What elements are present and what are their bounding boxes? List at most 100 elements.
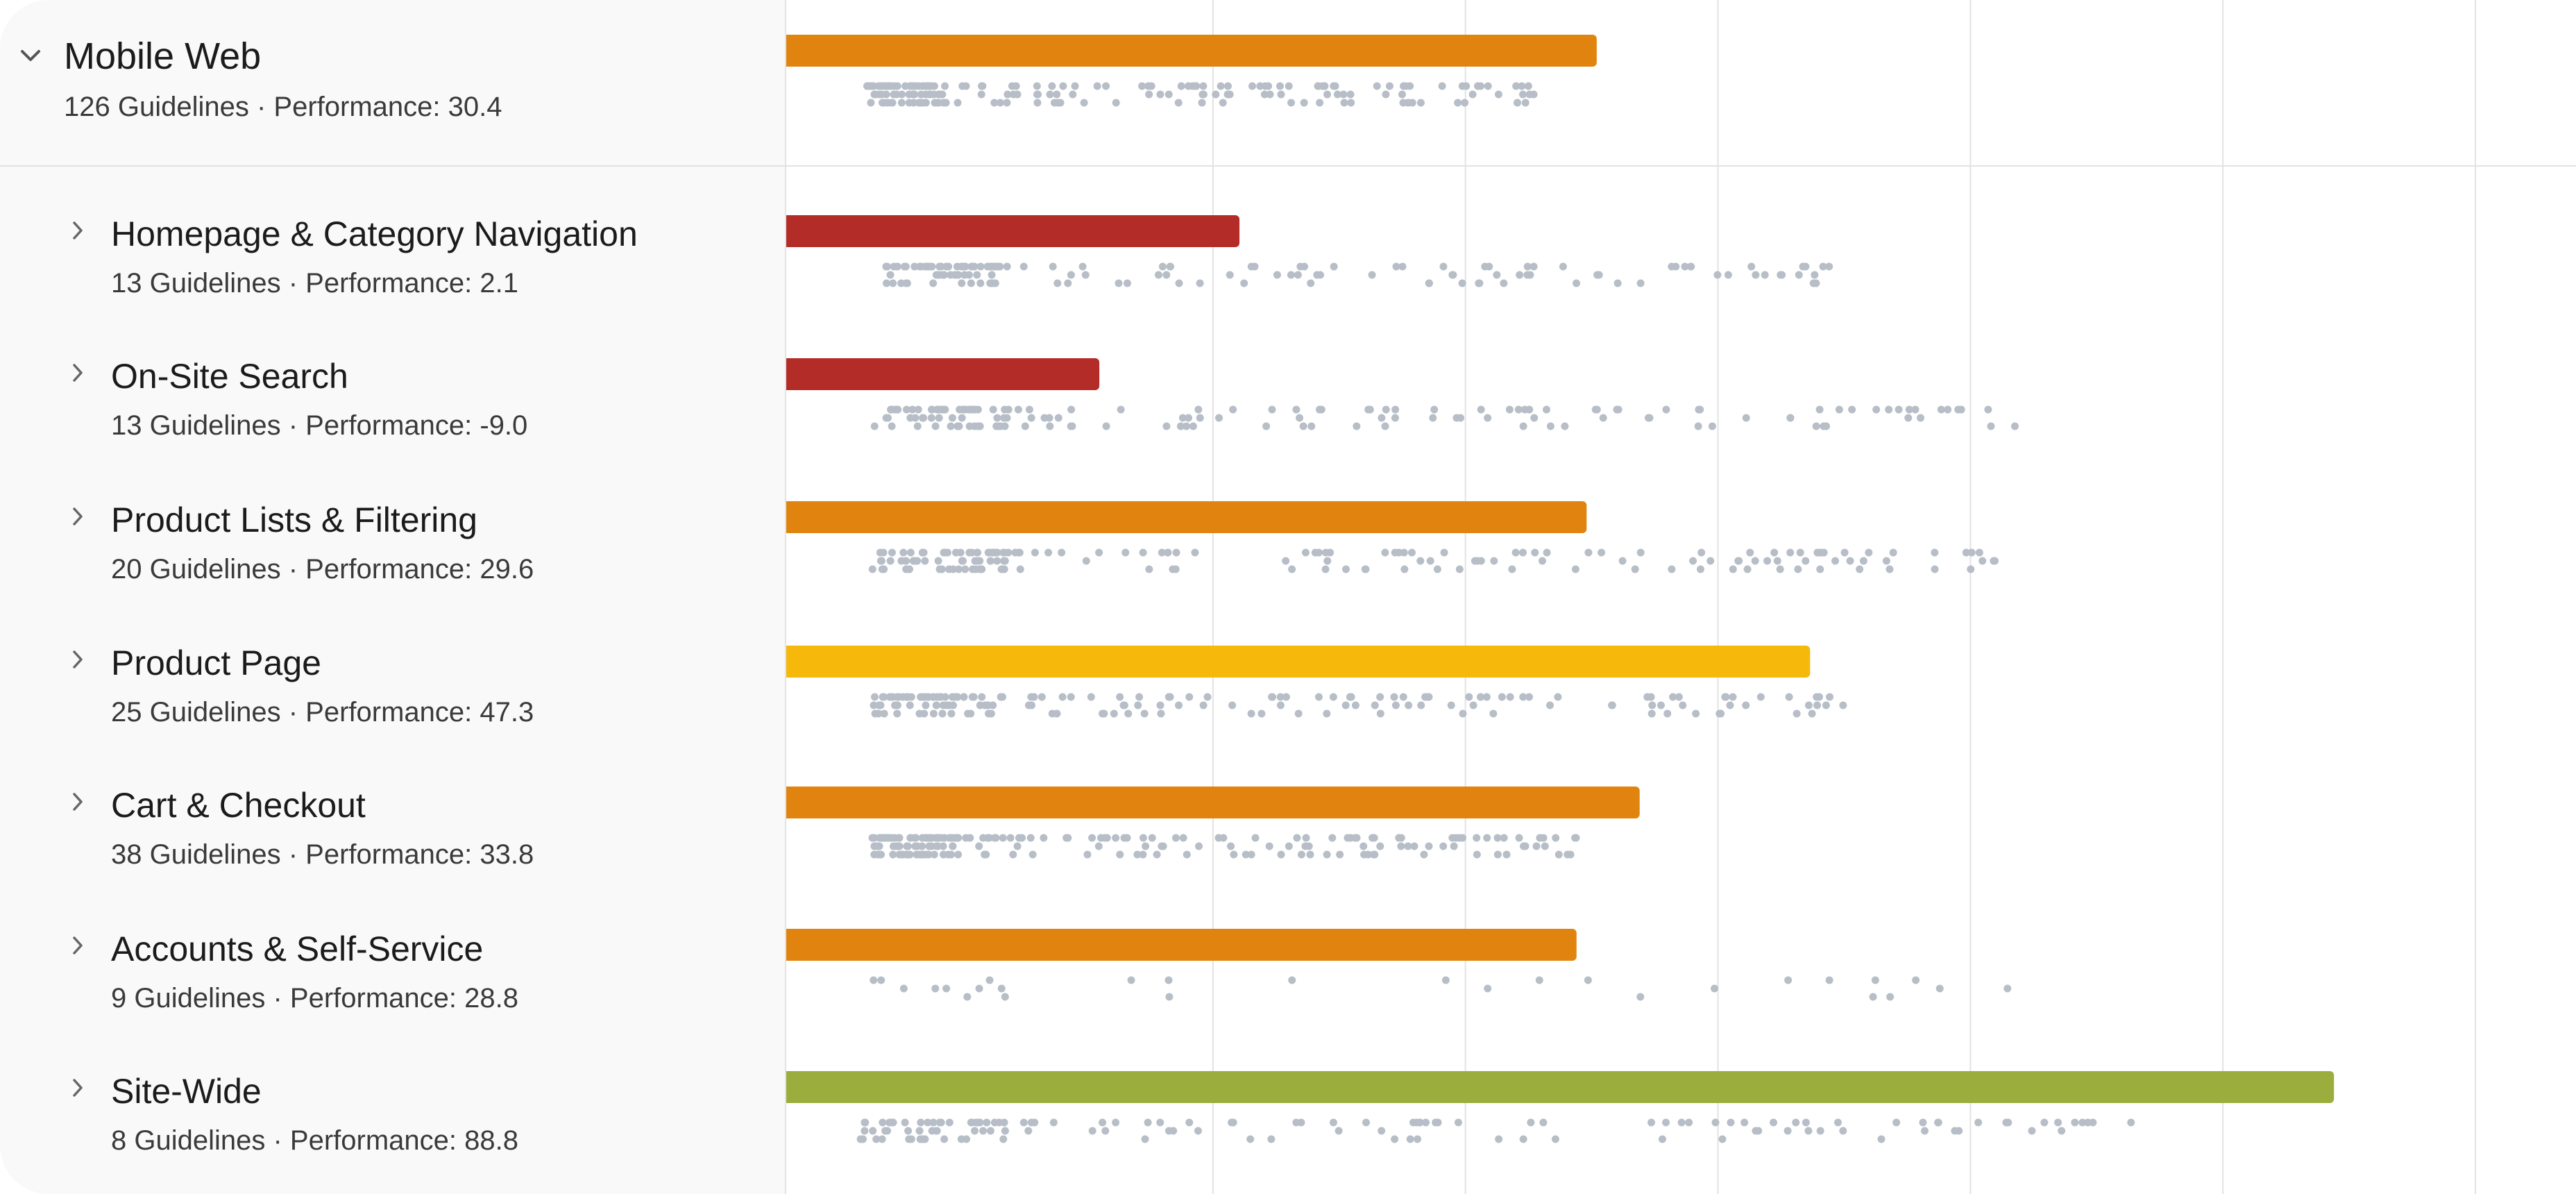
guideline-dot: [1264, 82, 1273, 90]
guideline-dot: [1251, 834, 1260, 842]
guideline-dot: [897, 99, 906, 107]
guideline-dot: [877, 850, 886, 859]
guideline-dot: [921, 1135, 929, 1143]
guideline-dot: [928, 834, 936, 842]
guideline-dot: [1793, 709, 1801, 718]
guideline-dot: [1465, 693, 1473, 701]
performance-bar[interactable]: [786, 501, 1587, 533]
guideline-dot: [1584, 548, 1593, 557]
performance-bar[interactable]: [786, 646, 1811, 678]
chevron-down-icon[interactable]: [15, 40, 46, 71]
guideline-dot: [1027, 414, 1035, 422]
guideline-dot: [1282, 557, 1290, 565]
chevron-right-icon[interactable]: [64, 932, 92, 959]
guideline-dot: [1067, 271, 1075, 279]
guideline-dot: [1399, 99, 1407, 107]
category-row-product-lists[interactable]: Product Lists & Filtering 20 Guidelines …: [0, 480, 785, 605]
guideline-dot: [906, 548, 915, 557]
guideline-dot: [1037, 693, 1046, 701]
guideline-dot: [1266, 90, 1274, 99]
chevron-right-icon[interactable]: [64, 503, 92, 530]
guideline-dot: [880, 709, 888, 718]
guideline-dot: [1133, 850, 1142, 859]
guideline-dot: [1167, 262, 1175, 271]
guideline-dot: [1405, 701, 1413, 709]
chevron-right-icon[interactable]: [64, 1074, 92, 1102]
group-row-mobile-web[interactable]: Mobile Web 126 Guidelines · Performance:…: [0, 0, 785, 165]
guideline-dot: [1426, 557, 1434, 565]
chevron-right-icon[interactable]: [64, 788, 92, 816]
category-title[interactable]: Homepage & Category Navigation: [111, 215, 638, 253]
guideline-dot: [1330, 262, 1338, 271]
guideline-dot: [1018, 834, 1026, 842]
guideline-dot: [1135, 693, 1144, 701]
guideline-dot: [883, 262, 891, 271]
guideline-dot: [1226, 90, 1234, 99]
guideline-dot: [985, 976, 994, 984]
chevron-right-icon[interactable]: [64, 359, 92, 387]
guideline-dot: [1811, 271, 1819, 279]
performance-bar[interactable]: [786, 215, 1240, 247]
guideline-dot: [1816, 565, 1824, 573]
guideline-dot: [1064, 279, 1072, 287]
guideline-dot: [1199, 701, 1208, 709]
chevron-right-icon[interactable]: [64, 217, 92, 244]
chevron-right-icon[interactable]: [64, 646, 92, 673]
guideline-dot: [973, 271, 981, 279]
guideline-dot: [1134, 701, 1142, 709]
guideline-dot: [1376, 693, 1384, 701]
category-row-search[interactable]: On-Site Search 13 Guidelines · Performan…: [0, 337, 785, 462]
guideline-dot: [1571, 565, 1579, 573]
guideline-dot: [1385, 82, 1393, 90]
guideline-dot: [918, 842, 926, 850]
performance-bar[interactable]: [786, 929, 1577, 961]
performance-bar[interactable]: [786, 1071, 2334, 1103]
category-title[interactable]: Product Lists & Filtering: [111, 501, 477, 539]
guideline-dot: [1551, 1135, 1559, 1143]
guideline-dot: [1475, 279, 1484, 287]
guideline-dot: [990, 262, 998, 271]
category-row-product-page[interactable]: Product Page 25 Guidelines · Performance…: [0, 623, 785, 748]
performance-bar[interactable]: [786, 35, 1597, 67]
guideline-dot: [1285, 82, 1293, 90]
guideline-dot: [1127, 976, 1135, 984]
guideline-dot: [1831, 557, 1840, 565]
guideline-dot: [1296, 414, 1304, 422]
guideline-dot: [1535, 976, 1543, 984]
guideline-dot: [1511, 548, 1520, 557]
guideline-dot: [1027, 701, 1035, 709]
category-row-homepage[interactable]: Homepage & Category Navigation 13 Guidel…: [0, 194, 785, 319]
guideline-dot: [1112, 834, 1120, 842]
guideline-dot: [1802, 557, 1810, 565]
guideline-dot: [1489, 709, 1498, 718]
category-row-cart-checkout[interactable]: Cart & Checkout 38 Guidelines · Performa…: [0, 766, 785, 891]
category-title[interactable]: Product Page: [111, 644, 321, 682]
guideline-dot: [1292, 405, 1300, 414]
guideline-dot: [1368, 834, 1377, 842]
category-title[interactable]: Site-Wide: [111, 1072, 262, 1111]
guideline-dot: [1813, 701, 1822, 709]
guideline-dot: [874, 709, 883, 718]
guideline-dot: [961, 565, 969, 573]
guideline-dot: [892, 701, 900, 709]
guideline-dot: [1088, 834, 1096, 842]
guideline-dot: [1395, 548, 1403, 557]
category-title[interactable]: Cart & Checkout: [111, 786, 366, 825]
performance-bar[interactable]: [786, 358, 1100, 390]
guideline-dot: [1194, 1127, 1202, 1135]
guideline-dot: [1729, 565, 1737, 573]
guideline-dot: [1459, 709, 1467, 718]
category-title[interactable]: Accounts & Self-Service: [111, 930, 484, 968]
guideline-dot: [958, 557, 966, 565]
guideline-dot: [1285, 842, 1293, 850]
group-title[interactable]: Mobile Web: [64, 35, 262, 77]
performance-bar[interactable]: [786, 787, 1640, 818]
guideline-dot: [1816, 1127, 1824, 1135]
category-row-site-wide[interactable]: Site-Wide 8 Guidelines · Performance: 88…: [0, 1052, 785, 1177]
category-title[interactable]: On-Site Search: [111, 357, 348, 396]
guideline-dot: [1696, 565, 1704, 573]
category-row-accounts[interactable]: Accounts & Self-Service 9 Guidelines · P…: [0, 909, 785, 1034]
guideline-dot: [905, 99, 913, 107]
guideline-dot: [1359, 842, 1368, 850]
guideline-dot: [898, 90, 906, 99]
